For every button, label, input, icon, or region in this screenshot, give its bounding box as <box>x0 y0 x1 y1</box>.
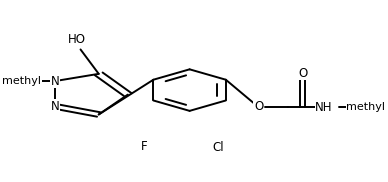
Text: N: N <box>51 100 59 113</box>
Text: methyl: methyl <box>346 102 385 112</box>
Text: O: O <box>254 100 263 113</box>
Text: methyl: methyl <box>2 76 41 86</box>
Text: Cl: Cl <box>213 141 225 154</box>
Text: NH: NH <box>315 101 333 114</box>
Text: F: F <box>141 140 147 153</box>
Text: O: O <box>298 67 307 80</box>
Text: N: N <box>51 75 59 88</box>
Text: HO: HO <box>68 33 86 46</box>
